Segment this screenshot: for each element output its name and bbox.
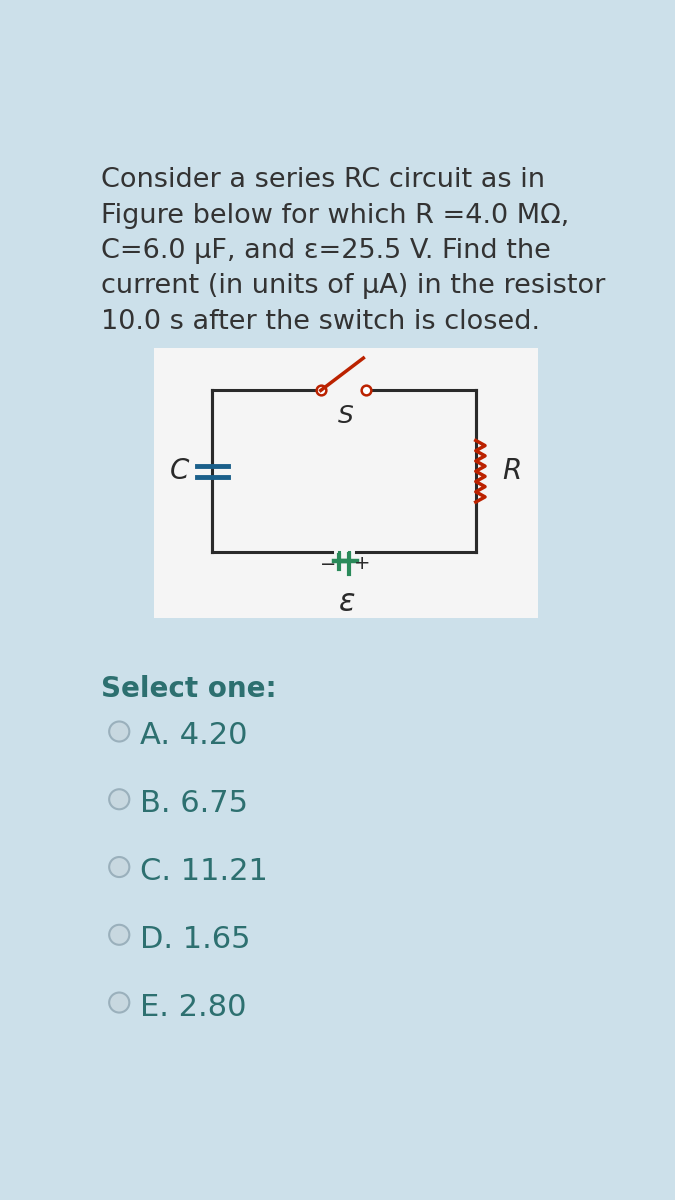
Circle shape — [109, 857, 130, 877]
Circle shape — [109, 721, 130, 742]
Circle shape — [109, 790, 130, 809]
Circle shape — [109, 992, 130, 1013]
Text: A. 4.20: A. 4.20 — [140, 721, 248, 750]
Text: $C$: $C$ — [169, 457, 190, 485]
Text: $S$: $S$ — [337, 404, 354, 428]
Text: E. 2.80: E. 2.80 — [140, 992, 246, 1021]
Text: Consider a series RC circuit as in: Consider a series RC circuit as in — [101, 167, 545, 193]
Text: Figure below for which R =4.0 MΩ,: Figure below for which R =4.0 MΩ, — [101, 203, 570, 228]
Text: D. 1.65: D. 1.65 — [140, 925, 250, 954]
Text: B. 6.75: B. 6.75 — [140, 790, 248, 818]
Text: current (in units of μA) in the resistor: current (in units of μA) in the resistor — [101, 274, 605, 299]
Text: $R$: $R$ — [502, 457, 520, 485]
Text: Select one:: Select one: — [101, 676, 277, 703]
Text: 10.0 s after the switch is closed.: 10.0 s after the switch is closed. — [101, 308, 541, 335]
Circle shape — [109, 925, 130, 944]
Text: $-$: $-$ — [319, 553, 335, 571]
FancyBboxPatch shape — [154, 348, 538, 618]
Text: $+$: $+$ — [353, 554, 369, 574]
Text: $\varepsilon$: $\varepsilon$ — [338, 588, 355, 617]
Text: C=6.0 μF, and ε=25.5 V. Find the: C=6.0 μF, and ε=25.5 V. Find the — [101, 238, 551, 264]
Text: C. 11.21: C. 11.21 — [140, 857, 268, 886]
